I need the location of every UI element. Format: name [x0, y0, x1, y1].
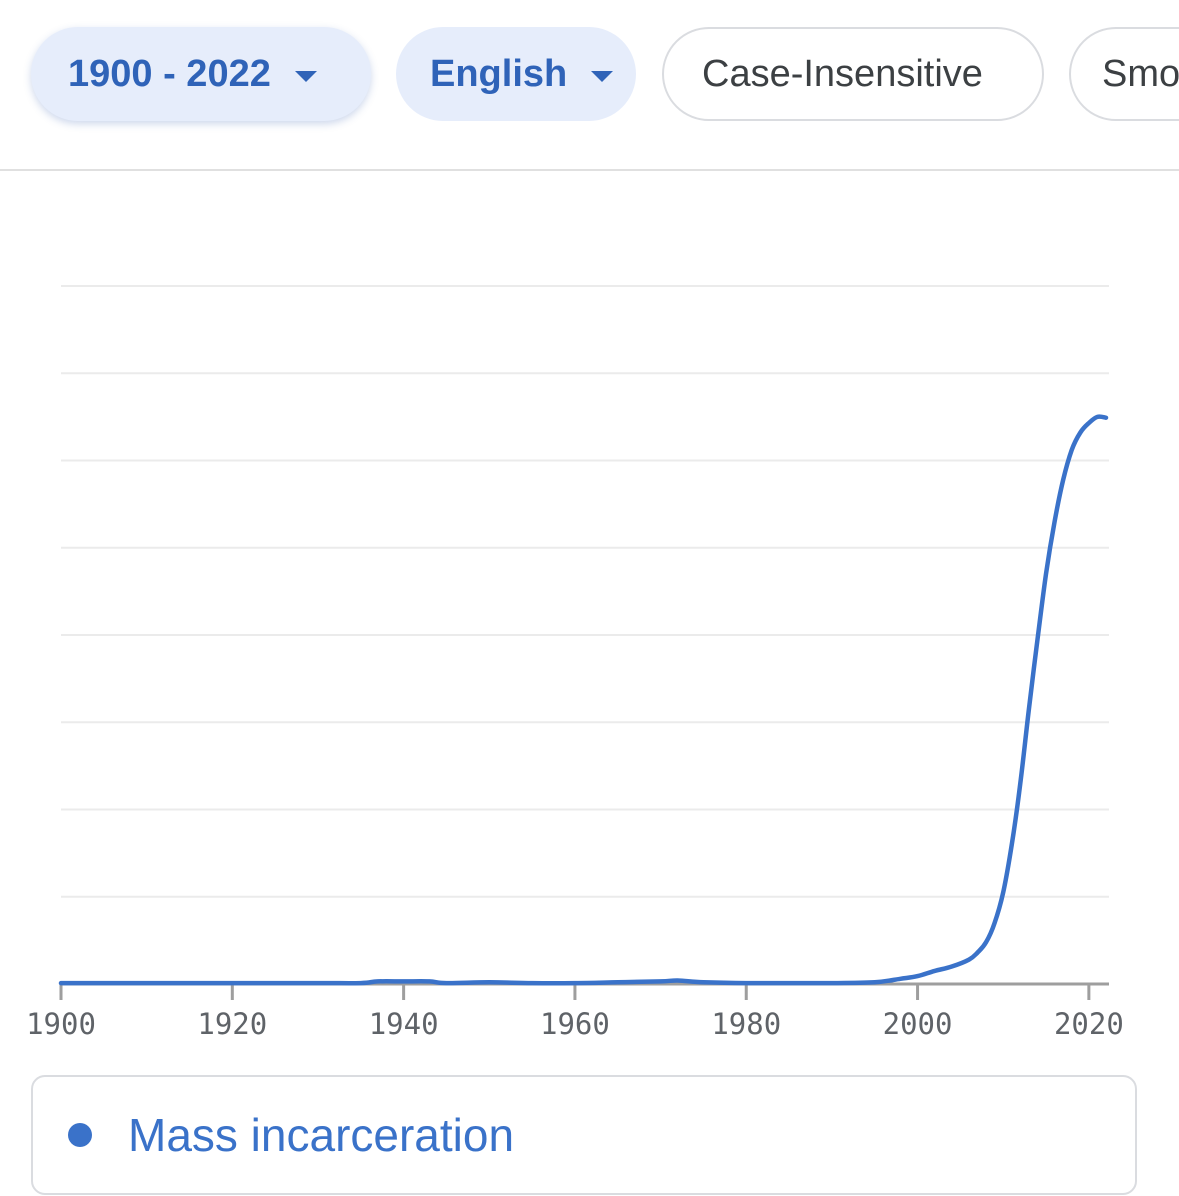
corpus-label: English [430, 52, 568, 95]
chart-area: 1900 1920 1940 1960 1980 2000 2020 [0, 172, 1179, 1062]
legend: Mass incarceration [31, 1075, 1137, 1195]
year-range-dropdown[interactable]: 1900 - 2022 [31, 27, 371, 121]
case-insensitive-label: Case-Insensitive [702, 52, 983, 95]
filter-bar: 1900 - 2022 English Case-Insensitive Smo [0, 0, 1179, 171]
chevron-down-icon [294, 70, 317, 82]
gridlines [61, 285, 1109, 898]
x-tick-label: 2000 [883, 1007, 953, 1041]
x-tick-label: 1900 [26, 1007, 96, 1041]
corpus-dropdown[interactable]: English [396, 27, 636, 121]
case-insensitive-toggle[interactable]: Case-Insensitive [662, 27, 1044, 121]
series-line-mass-incarceration[interactable] [58, 414, 1109, 986]
chevron-down-icon [591, 70, 614, 82]
x-tick-label: 1920 [197, 1007, 267, 1041]
series-layer [58, 414, 1109, 986]
legend-label[interactable]: Mass incarceration [128, 1109, 515, 1161]
year-range-label: 1900 - 2022 [68, 52, 271, 95]
x-tick-label: 1940 [369, 1007, 439, 1041]
x-tick-label: 1960 [540, 1007, 610, 1041]
smoothing-label: Smo [1102, 52, 1179, 95]
x-axis [59, 982, 1109, 1000]
smoothing-dropdown[interactable]: Smo [1069, 27, 1179, 121]
legend-marker [68, 1123, 92, 1147]
x-tick-labels: 1900 1920 1940 1960 1980 2000 2020 [26, 1007, 1124, 1041]
line-chart: 1900 1920 1940 1960 1980 2000 2020 [26, 285, 1124, 1041]
x-tick-label: 2020 [1054, 1007, 1124, 1041]
x-tick-label: 1980 [711, 1007, 781, 1041]
